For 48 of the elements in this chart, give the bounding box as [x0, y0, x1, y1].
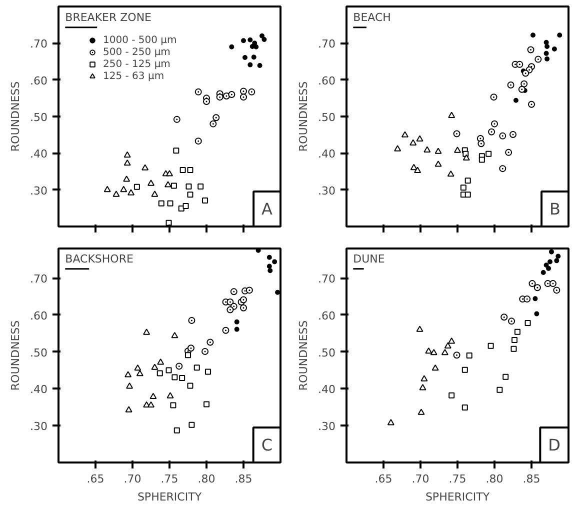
- y-tick-label: .70: [30, 272, 48, 286]
- x-tick-label: .75: [160, 472, 178, 486]
- x-tick-label: .65: [374, 472, 392, 486]
- x-tick-label: .65: [86, 472, 104, 486]
- x-tick-label: .70: [412, 472, 430, 486]
- y-tick-label: .40: [318, 148, 336, 161]
- y-tick-label: .60: [30, 74, 48, 88]
- annotation: B: [550, 200, 561, 218]
- y-tick-label: .60: [30, 309, 48, 322]
- x-tick-label: .80: [198, 472, 216, 486]
- y-axis-title: ROUNDNESS: [297, 320, 310, 391]
- y-axis-title: ROUNDNESS: [9, 81, 22, 152]
- y-tick-label: .70: [318, 38, 336, 51]
- y-tick-label: .40: [30, 383, 48, 396]
- x-tick-label: .85: [234, 472, 252, 486]
- chart-title: BEACH: [353, 11, 391, 24]
- x-tick-label: .85: [522, 472, 540, 486]
- annotation: C: [261, 436, 272, 454]
- y-tick-label: .60: [318, 309, 336, 322]
- y-tick-label: .40: [30, 148, 48, 161]
- annotation: A: [262, 200, 273, 218]
- x-tick-label: .80: [486, 472, 504, 486]
- legend-label: 1000 - 500 µm: [103, 34, 177, 46]
- y-tick-label: .50: [318, 346, 336, 360]
- y-tick-label: .50: [318, 111, 336, 124]
- chart-title: DUNE: [353, 252, 385, 266]
- chart-title: BACKSHORE: [65, 252, 134, 266]
- y-tick-label: .30: [318, 420, 336, 434]
- y-tick-label: .50: [30, 346, 48, 360]
- y-tick-label: .30: [30, 420, 48, 434]
- y-tick-label: .70: [30, 38, 48, 51]
- annotation: D: [548, 436, 561, 454]
- legend-label: 125 - 63 µm: [103, 70, 164, 82]
- y-axis-title: ROUNDNESS: [297, 81, 310, 152]
- y-tick-label: .30: [318, 184, 336, 198]
- x-axis-title: SPHERICITY: [137, 490, 202, 504]
- y-tick-label: .40: [318, 383, 336, 396]
- y-tick-label: .60: [318, 74, 336, 88]
- x-tick-label: .70: [124, 472, 142, 486]
- chart-title: BREAKER ZONE: [65, 11, 152, 24]
- legend-label: 250 - 125 µm: [103, 58, 170, 70]
- y-tick-label: .70: [318, 272, 336, 286]
- y-tick-label: .50: [30, 111, 48, 124]
- y-tick-label: .30: [30, 184, 48, 198]
- y-axis-title: ROUNDNESS: [9, 320, 22, 391]
- legend-label: 500 - 250 µm: [103, 46, 170, 58]
- x-axis-title: SPHERICITY: [425, 490, 490, 504]
- x-tick-label: .75: [448, 472, 466, 486]
